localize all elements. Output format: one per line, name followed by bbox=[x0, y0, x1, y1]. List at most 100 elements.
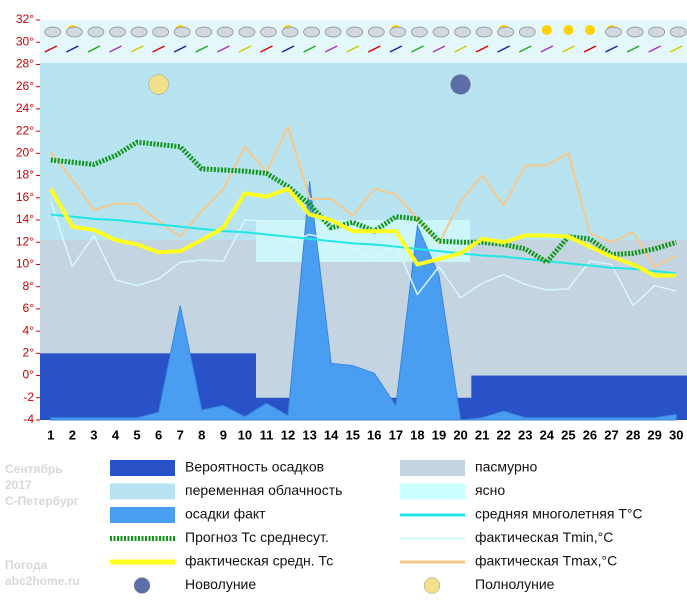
sun-icon bbox=[584, 25, 595, 35]
x-tick-label: 4 bbox=[112, 427, 120, 442]
cloud-icon bbox=[173, 26, 191, 38]
x-tick-label: 11 bbox=[260, 427, 274, 442]
wind-arrow bbox=[605, 45, 618, 53]
cloud-icon bbox=[216, 26, 234, 38]
x-tick-label: 5 bbox=[133, 427, 140, 442]
cloud-icon bbox=[626, 26, 644, 38]
cloud-icon bbox=[475, 26, 493, 38]
x-tick-label: 22 bbox=[496, 427, 510, 442]
series-line bbox=[49, 125, 677, 268]
moon-marker bbox=[450, 74, 471, 95]
wind-arrow bbox=[562, 45, 575, 53]
cloud-icon bbox=[669, 26, 687, 38]
legend-swatch bbox=[133, 577, 151, 594]
sun-icon bbox=[541, 25, 552, 35]
caption-city: С-Петербург bbox=[5, 494, 79, 508]
y-tick-label: 18° bbox=[16, 168, 34, 182]
x-tick-label: 14 bbox=[324, 427, 339, 442]
x-tick-label: 15 bbox=[345, 427, 359, 442]
cloud-icon bbox=[130, 26, 148, 38]
legend-label: пасмурно bbox=[475, 459, 538, 475]
wind-arrow bbox=[454, 45, 467, 53]
wind-arrow bbox=[87, 45, 101, 53]
y-tick-label: 6° bbox=[23, 301, 35, 315]
wind-arrow bbox=[216, 45, 230, 53]
y-tick-label: 10° bbox=[16, 257, 34, 271]
y-tick-label: 24° bbox=[16, 101, 34, 115]
cloud-icon bbox=[238, 26, 256, 38]
series-line bbox=[49, 186, 677, 278]
wind-arrow bbox=[518, 45, 532, 53]
series-line bbox=[50, 213, 677, 275]
precip-probability bbox=[514, 375, 537, 420]
legend-label: фактическая средн. Тс bbox=[185, 553, 333, 569]
cloud-icon bbox=[605, 26, 622, 38]
x-tick-label: 21 bbox=[475, 427, 489, 442]
legend-swatch bbox=[423, 577, 441, 594]
wind-arrow bbox=[303, 45, 316, 53]
cloud-icon bbox=[367, 26, 385, 38]
cloud-icon bbox=[497, 26, 515, 38]
caption-site: abc2home.ru bbox=[5, 574, 80, 588]
x-tick-label: 24 bbox=[540, 427, 555, 442]
x-tick-label: 7 bbox=[177, 427, 184, 442]
wind-arrow bbox=[130, 45, 144, 53]
wind-arrow bbox=[44, 45, 58, 53]
y-tick-label: -2 bbox=[23, 390, 34, 404]
x-tick-label: 25 bbox=[561, 427, 575, 442]
wind-arrow bbox=[173, 45, 187, 53]
precip-probability bbox=[557, 375, 580, 420]
precip-probability bbox=[492, 375, 515, 420]
y-tick-label: 32° bbox=[16, 12, 34, 26]
legend-label: Полнолуние bbox=[475, 576, 555, 592]
legend-label: средняя многолетняя T°C bbox=[475, 506, 643, 522]
x-tick-label: 17 bbox=[389, 427, 403, 442]
caption-brand: Погода bbox=[5, 558, 48, 572]
x-tick-label: 29 bbox=[647, 427, 661, 442]
y-tick-label: 8° bbox=[23, 279, 35, 293]
legend-label: ясно bbox=[475, 482, 505, 498]
x-tick-label: 16 bbox=[367, 427, 381, 442]
y-tick-label: 2° bbox=[23, 346, 35, 360]
y-tick-label: 12° bbox=[16, 234, 34, 248]
precip-probability bbox=[234, 353, 256, 420]
precip-probability bbox=[579, 375, 602, 420]
x-tick-label: 19 bbox=[432, 427, 446, 442]
cloud-icon bbox=[260, 26, 277, 38]
x-tick-label: 2 bbox=[69, 427, 76, 442]
legend-label: осадки факт bbox=[185, 506, 266, 522]
cloud-icon bbox=[109, 26, 126, 38]
wind-arrow bbox=[648, 45, 661, 53]
wind-arrow bbox=[281, 45, 295, 53]
wind-arrow bbox=[583, 45, 597, 53]
cloud-icon bbox=[648, 26, 666, 38]
legend-swatch bbox=[400, 460, 465, 476]
sun-icon bbox=[563, 25, 574, 35]
x-tick-label: 27 bbox=[604, 427, 618, 442]
y-tick-label: 20° bbox=[16, 146, 34, 160]
x-tick-label: 6 bbox=[155, 427, 162, 442]
legend-label: Новолуние bbox=[185, 576, 256, 592]
legend-swatch bbox=[110, 483, 175, 500]
cloud-icon bbox=[65, 26, 83, 38]
x-tick-label: 8 bbox=[198, 427, 205, 442]
wind-arrow bbox=[389, 45, 403, 53]
y-tick-label: 14° bbox=[16, 212, 34, 226]
legend-swatch bbox=[110, 460, 175, 476]
y-tick-label: 22° bbox=[16, 123, 34, 137]
precip-probability bbox=[622, 375, 645, 420]
precip-probability bbox=[665, 375, 687, 420]
cloud-icon bbox=[44, 26, 62, 38]
x-tick-label: 9 bbox=[220, 427, 227, 442]
legend-label: фактическая Tmin,°C bbox=[475, 529, 613, 545]
x-tick-label: 18 bbox=[410, 427, 424, 442]
cloud-icon bbox=[281, 26, 299, 38]
cloud-icon bbox=[87, 26, 105, 38]
x-tick-label: 28 bbox=[626, 427, 640, 442]
y-tick-label: 26° bbox=[16, 79, 34, 93]
series-line bbox=[50, 200, 677, 307]
wind-arrow bbox=[66, 45, 79, 53]
precip-probability bbox=[536, 375, 558, 420]
y-tick-label: 28° bbox=[16, 57, 34, 71]
cloud-icon bbox=[454, 26, 471, 38]
